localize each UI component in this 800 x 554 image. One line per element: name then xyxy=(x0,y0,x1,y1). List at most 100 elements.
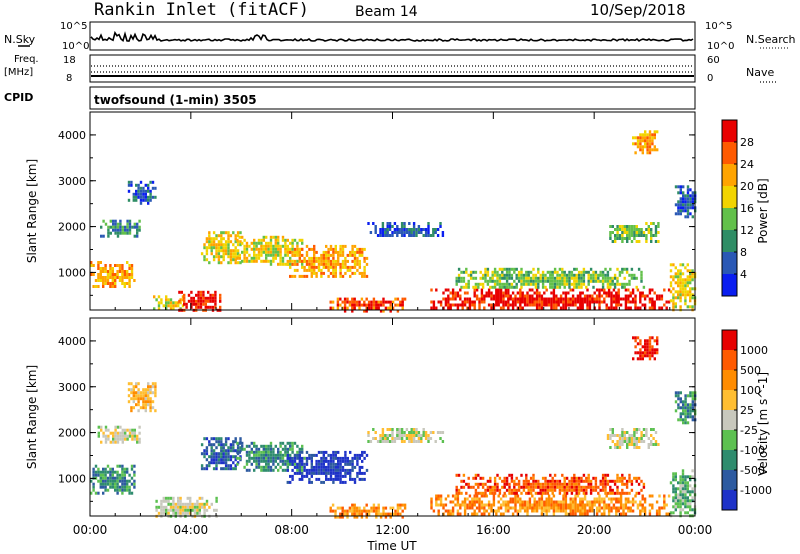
scatter-cell xyxy=(215,467,218,471)
scatter-cell xyxy=(301,253,304,257)
scatter-cell xyxy=(544,479,547,483)
scatter-cell xyxy=(682,200,685,204)
scatter-cell xyxy=(339,268,342,272)
scatter-cell xyxy=(460,270,463,274)
scatter-cell xyxy=(430,500,433,504)
scatter-cell xyxy=(322,271,325,275)
scatter-cell xyxy=(214,299,217,303)
scatter-cell xyxy=(527,270,530,274)
scatter-cell xyxy=(320,262,323,266)
scatter-cell xyxy=(497,300,500,304)
scatter-cell xyxy=(142,186,145,190)
scatter-cell xyxy=(313,271,316,275)
scatter-cell xyxy=(281,244,285,248)
scatter-cell xyxy=(322,462,325,466)
scatter-cell xyxy=(691,508,694,512)
scatter-cell xyxy=(167,298,170,302)
scatter-cell xyxy=(149,397,152,401)
scatter-cell xyxy=(641,354,644,358)
scatter-cell xyxy=(593,497,596,501)
scatter-cell xyxy=(289,474,292,478)
scatter-cell xyxy=(269,450,273,454)
scatter-cell xyxy=(508,488,511,492)
scatter-cell xyxy=(588,500,592,504)
scatter-cell xyxy=(544,273,547,277)
scatter-cell xyxy=(493,482,497,486)
scatter-cell xyxy=(379,309,383,313)
scatter-cell xyxy=(474,491,478,495)
scatter-cell xyxy=(217,458,221,462)
scatter-cell xyxy=(502,300,505,304)
scatter-cell xyxy=(672,496,675,500)
scatter-cell xyxy=(325,250,328,254)
scatter-cell xyxy=(521,300,524,304)
scatter-cell xyxy=(679,188,682,192)
scatter-cell xyxy=(529,279,533,283)
scatter-cell xyxy=(162,304,165,308)
scatter-cell xyxy=(679,299,682,303)
scatter-cell xyxy=(372,300,376,304)
scatter-cell xyxy=(492,294,496,298)
scatter-cell xyxy=(432,303,436,307)
scatter-cell xyxy=(583,503,587,507)
scatter-cell xyxy=(102,279,105,282)
scatter-cell xyxy=(298,447,301,451)
scatter-cell xyxy=(540,509,544,513)
scatter-cell xyxy=(629,306,632,310)
scatter-cell xyxy=(248,244,251,248)
scatter-cell xyxy=(621,437,624,440)
scatter-cell xyxy=(592,270,595,274)
scatter-cell xyxy=(481,282,485,286)
scatter-cell xyxy=(645,237,648,240)
scatter-cell xyxy=(689,287,692,291)
scatter-cell xyxy=(669,299,673,303)
scatter-cell xyxy=(604,276,607,280)
scatter-cell xyxy=(212,231,216,235)
scatter-cell xyxy=(571,497,575,501)
scatter-cell xyxy=(344,471,347,475)
scatter-cell xyxy=(552,306,556,310)
scatter-cell xyxy=(594,276,598,280)
scatter-cell xyxy=(227,249,230,253)
scatter-cell xyxy=(341,456,345,460)
scatter-cell xyxy=(308,259,311,263)
scatter-cell xyxy=(587,482,590,486)
scatter-cell xyxy=(579,294,582,298)
scatter-cell xyxy=(234,467,237,471)
scatter-cell xyxy=(310,262,313,266)
scatter-cell xyxy=(557,300,560,304)
scatter-cell xyxy=(555,300,558,304)
scatter-cell xyxy=(514,506,517,510)
scatter-cell xyxy=(667,512,671,516)
scatter-cell xyxy=(219,299,222,303)
scatter-cell xyxy=(437,512,440,516)
scatter-cell xyxy=(650,240,653,243)
scatter-cell xyxy=(281,447,285,451)
scatter-cell xyxy=(691,203,694,207)
scatter-cell xyxy=(127,189,131,193)
scatter-cell xyxy=(269,465,273,469)
scatter-cell xyxy=(552,506,556,510)
scatter-cell xyxy=(114,470,117,474)
scatter-cell xyxy=(641,136,644,140)
scatter-cell xyxy=(513,488,516,492)
scatter-cell xyxy=(552,288,556,292)
scatter-cell xyxy=(455,279,458,283)
scatter-cell xyxy=(497,494,500,498)
scatter-cell xyxy=(356,259,359,263)
scatter-cell xyxy=(399,503,402,507)
scatter-cell xyxy=(236,450,239,454)
scatter-cell xyxy=(495,303,498,307)
scatter-cell xyxy=(635,228,638,231)
scatter-cell xyxy=(491,491,494,495)
scatter-cell xyxy=(151,385,155,389)
scatter-cell xyxy=(99,270,102,273)
scatter-cell xyxy=(343,297,347,301)
scatter-cell xyxy=(465,491,468,495)
scatter-cell xyxy=(238,456,241,460)
scatter-cell xyxy=(579,297,582,301)
scatter-cell xyxy=(227,452,230,456)
scatter-cell xyxy=(353,465,357,469)
scatter-cell xyxy=(514,297,517,301)
scatter-cell xyxy=(102,282,105,285)
